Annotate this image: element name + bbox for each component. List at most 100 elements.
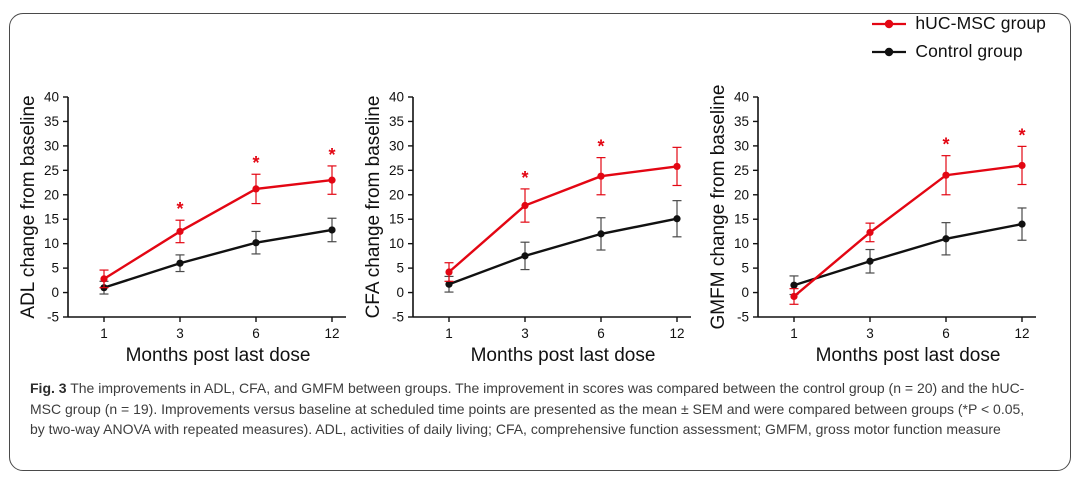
series-line	[448, 165, 678, 273]
series-line	[103, 178, 333, 280]
data-point	[252, 239, 260, 247]
legend: hUC-MSC group Control group	[870, 13, 1046, 62]
significance-asterisk: *	[328, 145, 335, 165]
y-axis-title: ADL change from baseline	[18, 95, 39, 318]
chart-adl: 40 35 30 25 20 15 10 5 0 -5 1 3 6 12 Months post last …	[2, 77, 347, 377]
significance-asterisk: *	[521, 168, 528, 188]
significance-asterisk: *	[1018, 125, 1025, 145]
x-tick-label: 6	[252, 326, 260, 341]
y-tick-label: 25	[734, 163, 749, 178]
x-tick-label: 3	[866, 326, 874, 341]
y-tick-label: 20	[44, 187, 59, 202]
control-line-marker-icon	[872, 47, 907, 56]
chart-cfa-svg: 40 35 30 25 20 15 10 5 0 -5 1 3 6 12 Months post last …	[363, 90, 691, 366]
y-tick-label: 10	[734, 236, 749, 251]
data-point	[1018, 161, 1026, 170]
series-line	[793, 222, 1023, 287]
caption-label: Fig. 3	[30, 380, 67, 396]
data-point	[790, 281, 798, 289]
x-axis-title: Months post last dose	[816, 345, 1001, 366]
data-point	[445, 280, 453, 288]
huc-msc-line-marker-icon	[872, 19, 907, 28]
x-tick-label: 1	[790, 326, 798, 341]
y-tick-label: 30	[389, 138, 404, 153]
data-point	[790, 292, 798, 301]
y-tick-label: 25	[44, 163, 59, 178]
legend-label-control: Control group	[915, 41, 1023, 61]
data-point	[673, 215, 681, 223]
legend-item-huc-msc: hUC-MSC group	[870, 13, 1046, 34]
data-point	[597, 230, 605, 238]
y-tick-label: 25	[389, 163, 404, 178]
y-tick-label: -5	[392, 310, 404, 325]
y-tick-label: 15	[389, 212, 404, 227]
data-point	[176, 259, 184, 267]
y-tick-label: 5	[396, 261, 404, 276]
chart-gmfm: 40 35 30 25 20 15 10 5 0 -5 1 3 6 12 Months post last …	[692, 77, 1037, 377]
data-point	[176, 227, 184, 236]
y-tick-label: 10	[44, 236, 59, 251]
x-tick-label: 12	[1014, 326, 1029, 341]
y-tick-label: 0	[51, 285, 59, 300]
legend-item-control: Control group	[870, 41, 1046, 62]
x-axis-title: Months post last dose	[126, 345, 311, 366]
x-tick-label: 1	[445, 326, 453, 341]
series-line	[448, 217, 678, 286]
legend-label-huc-msc: hUC-MSC group	[915, 13, 1046, 33]
significance-asterisk: *	[942, 135, 949, 155]
y-tick-label: 0	[396, 285, 404, 300]
significance-asterisk: *	[597, 137, 604, 157]
y-tick-label: -5	[737, 310, 749, 325]
series-line	[793, 164, 1023, 298]
y-tick-label: 10	[389, 236, 404, 251]
data-point	[1018, 220, 1026, 228]
y-tick-label: 15	[44, 212, 59, 227]
y-tick-label: 5	[741, 261, 749, 276]
y-tick-label: 35	[389, 114, 404, 129]
y-tick-label: 20	[389, 187, 404, 202]
chart-adl-svg: 40 35 30 25 20 15 10 5 0 -5 1 3 6 12 Months post last …	[18, 90, 346, 366]
data-point	[100, 275, 108, 283]
x-tick-label: 6	[597, 326, 605, 341]
chart-gmfm-svg: 40 35 30 25 20 15 10 5 0 -5 1 3 6 12 Months post last …	[708, 85, 1036, 366]
y-tick-label: 40	[389, 90, 404, 105]
data-point	[942, 235, 950, 243]
data-point	[866, 257, 874, 265]
data-point	[521, 252, 529, 260]
y-tick-label: 15	[734, 212, 749, 227]
x-tick-label: 1	[100, 326, 108, 341]
data-point	[328, 176, 336, 184]
data-point	[252, 185, 260, 193]
y-tick-label: 40	[44, 90, 59, 105]
x-tick-label: 3	[521, 326, 529, 341]
y-tick-label: 40	[734, 90, 749, 105]
y-tick-label: 0	[741, 285, 749, 300]
x-tick-label: 12	[324, 326, 339, 341]
x-tick-label: 12	[669, 326, 684, 341]
significance-asterisk: *	[176, 199, 183, 219]
y-axis-title: GMFM change from baseline	[708, 85, 729, 330]
x-tick-label: 6	[942, 326, 950, 341]
x-axis-title: Months post last dose	[471, 345, 656, 366]
caption-text: The improvements in ADL, CFA, and GMFM b…	[30, 380, 1025, 438]
charts-row: 40 35 30 25 20 15 10 5 0 -5 1 3 6 12 Months post last …	[0, 77, 1080, 377]
series-line	[103, 228, 333, 289]
data-point	[866, 228, 874, 237]
y-tick-label: 35	[734, 114, 749, 129]
data-point	[942, 171, 950, 179]
x-tick-label: 3	[176, 326, 184, 341]
data-point	[673, 162, 681, 171]
chart-cfa: 40 35 30 25 20 15 10 5 0 -5 1 3 6 12 Months post last …	[347, 77, 692, 377]
y-tick-label: 20	[734, 187, 749, 202]
data-point	[328, 226, 336, 234]
y-tick-label: -5	[47, 310, 59, 325]
data-point	[597, 172, 605, 180]
data-point	[445, 268, 453, 276]
y-tick-label: 30	[734, 138, 749, 153]
y-tick-label: 30	[44, 138, 59, 153]
y-tick-label: 5	[51, 261, 59, 276]
figure-caption: Fig. 3 The improvements in ADL, CFA, and…	[30, 378, 1032, 440]
significance-asterisk: *	[252, 153, 259, 173]
data-point	[521, 201, 529, 210]
